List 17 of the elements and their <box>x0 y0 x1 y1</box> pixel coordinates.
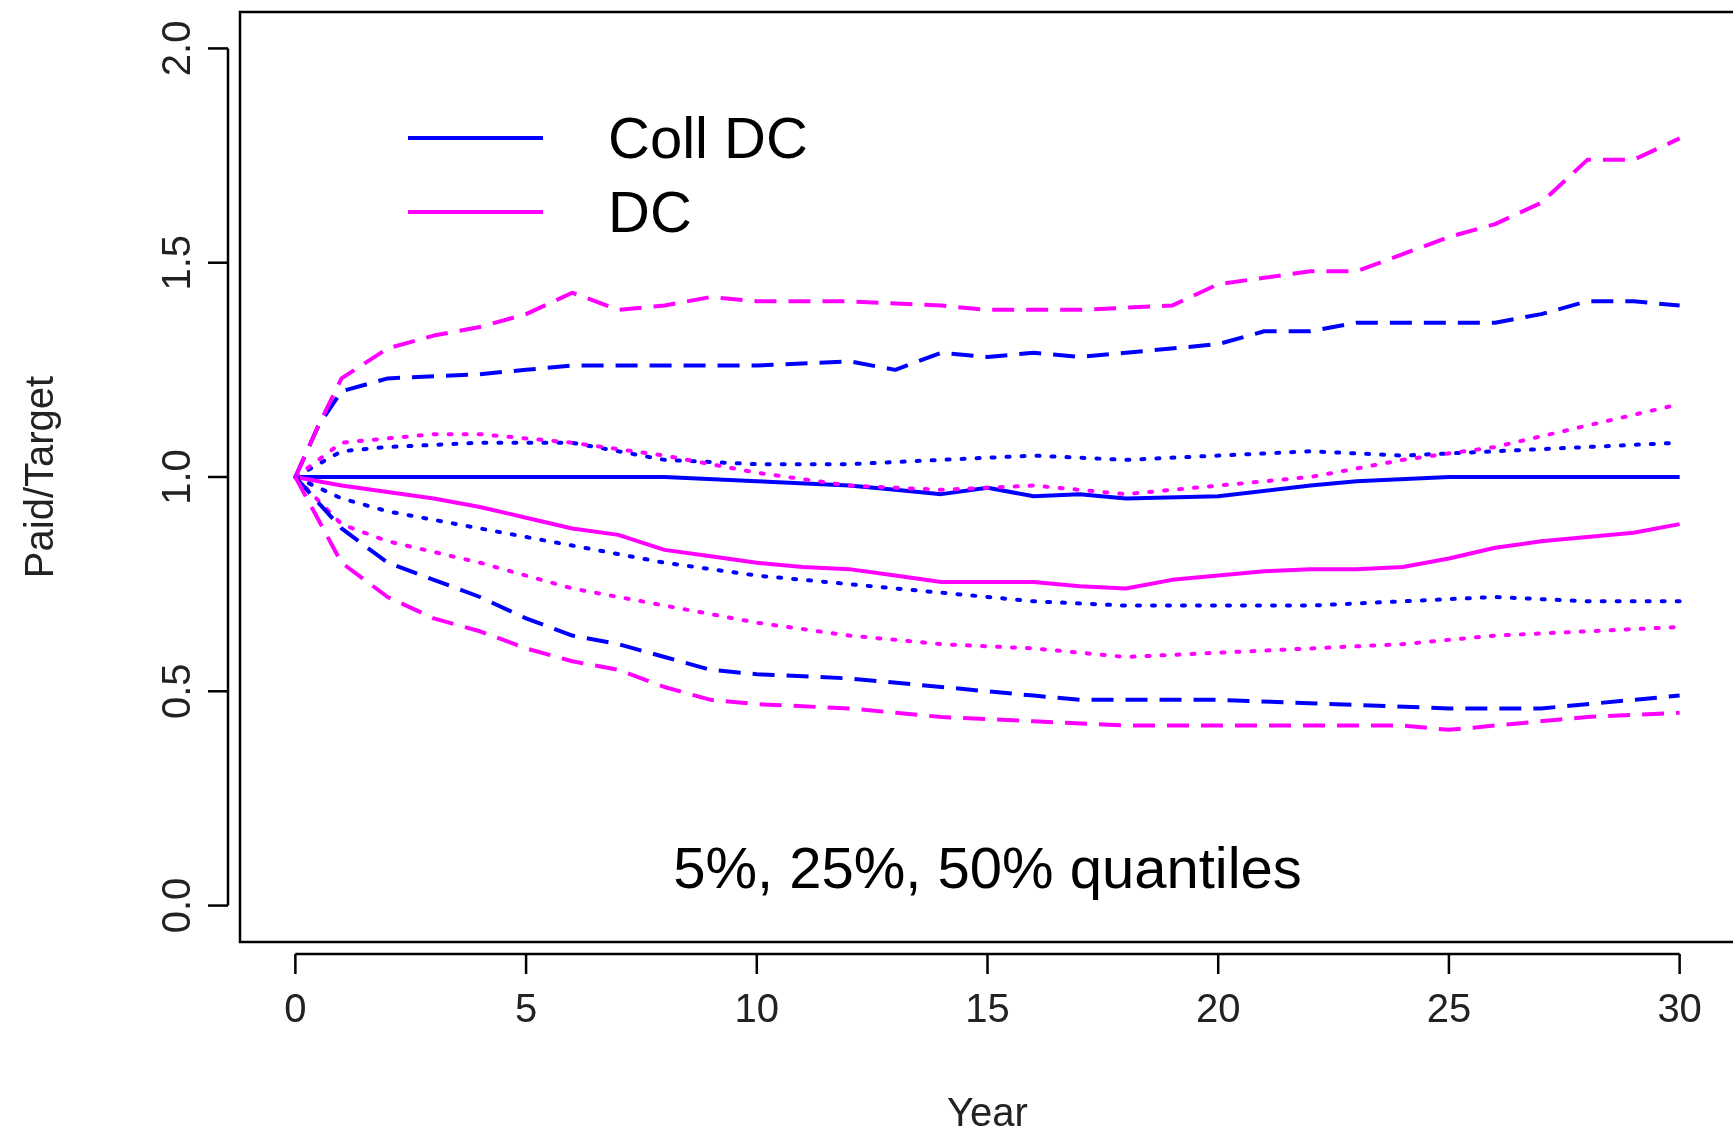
x-tick-label: 20 <box>1195 986 1241 1030</box>
y-tick-label: 1.5 <box>154 234 198 291</box>
x-tick-label: 25 <box>1426 986 1472 1030</box>
y-tick-label: 2.0 <box>154 20 198 77</box>
x-tick-label: 15 <box>965 986 1010 1030</box>
y-tick-label: 1.0 <box>154 449 198 505</box>
y-tick-label: 0.0 <box>154 877 198 934</box>
legend-label: DC <box>608 179 692 244</box>
annotation: 5%, 25%, 50% quantiles <box>673 835 1302 900</box>
y-axis-title: Paid/Target <box>17 375 61 579</box>
y-tick-label: 0.5 <box>154 663 198 720</box>
legend-label: Coll DC <box>608 105 808 170</box>
x-tick-label: 10 <box>734 986 780 1030</box>
x-tick-label: 30 <box>1657 986 1702 1030</box>
x-tick-label: 5 <box>514 986 538 1030</box>
x-tick-label: 0 <box>284 986 307 1030</box>
x-axis-title: Year <box>947 1090 1028 1128</box>
